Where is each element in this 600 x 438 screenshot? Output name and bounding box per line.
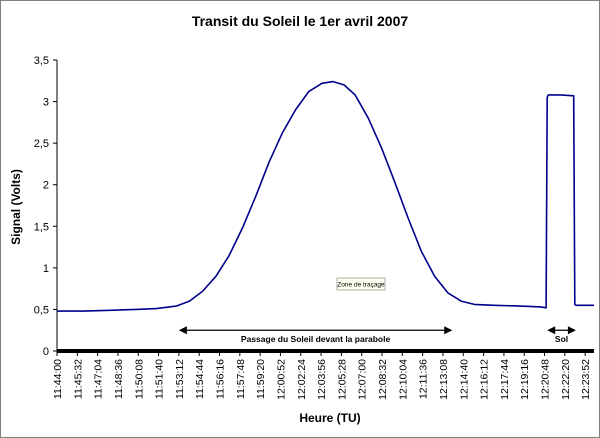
tooltip-text: Zone de traçage bbox=[337, 282, 385, 289]
x-tick-label: 11:54:44 bbox=[194, 359, 206, 399]
x-tick-label: 12:16:12 bbox=[479, 359, 491, 400]
x-tick-label: 12:08:32 bbox=[377, 359, 389, 400]
x-tick-label: 12:10:04 bbox=[397, 359, 409, 400]
x-tick-label: 12:14:40 bbox=[458, 359, 470, 400]
annotation-label: Passage du Soleil devant la parabole bbox=[241, 334, 391, 344]
arrow-head-left bbox=[178, 326, 187, 335]
x-tick-label: 12:07:00 bbox=[357, 359, 369, 400]
plot-area: 0 0,5 1 1,5 2 2,5 3 3,5 11:44:00 11:45:32 11:47:04… bbox=[34, 55, 594, 400]
x-tick-label: 12:19:16 bbox=[519, 359, 531, 400]
x-tick-label: 12:03:56 bbox=[316, 359, 328, 400]
x-tick-label: 12:05:28 bbox=[336, 359, 348, 400]
series-line bbox=[57, 80, 594, 312]
x-axis-label: Heure (TU) bbox=[299, 411, 360, 425]
x-tick-label: 12:23:52 bbox=[580, 359, 592, 400]
plot-background bbox=[57, 60, 594, 351]
x-tick-label: 12:00:52 bbox=[275, 359, 287, 400]
x-tick-label: 11:48:36 bbox=[113, 359, 125, 399]
x-tick-label: 12:20:48 bbox=[540, 359, 552, 400]
y-axis-label: Signal (Volts) bbox=[9, 169, 23, 245]
x-tick-label: 12:13:08 bbox=[438, 359, 450, 400]
arrow-head-left bbox=[547, 326, 556, 335]
x-tick-label: 12:02:24 bbox=[296, 359, 308, 400]
x-tick-label: 12:11:36 bbox=[418, 359, 430, 399]
x-tick-label: 11:56:16 bbox=[215, 359, 227, 399]
y-tick-label: 3,5 bbox=[34, 55, 49, 67]
arrow-head-right bbox=[567, 326, 576, 335]
x-tick-label: 11:51:40 bbox=[154, 359, 166, 399]
annotation-label: Sol bbox=[555, 334, 568, 344]
x-tick-label: 11:59:20 bbox=[255, 359, 267, 399]
x-tick-label: 11:45:32 bbox=[72, 359, 84, 399]
y-tick-label: 3 bbox=[43, 97, 49, 109]
x-tick-label: 11:53:12 bbox=[174, 359, 186, 399]
x-tick-label: 12:22:20 bbox=[560, 359, 572, 400]
y-tick-label: 0,5 bbox=[34, 304, 49, 316]
x-tick-label: 12:17:44 bbox=[499, 359, 511, 400]
tooltip-box bbox=[336, 277, 386, 291]
chart-title: Transit du Soleil le 1er avril 2007 bbox=[192, 13, 409, 29]
y-tick-label: 1 bbox=[43, 263, 49, 275]
y-tick-label: 2,5 bbox=[34, 138, 49, 150]
x-tick-label: 11:44:00 bbox=[52, 359, 64, 399]
y-tick-label: 0 bbox=[43, 346, 49, 358]
x-tick-label: 11:57:48 bbox=[235, 359, 247, 399]
x-tick-label: 11:47:04 bbox=[93, 359, 105, 399]
y-tick-label: 2 bbox=[43, 180, 49, 192]
arrow-head-right bbox=[444, 326, 453, 335]
x-tick-label: 11:50:08 bbox=[133, 359, 145, 399]
y-tick-label: 1,5 bbox=[34, 221, 49, 233]
